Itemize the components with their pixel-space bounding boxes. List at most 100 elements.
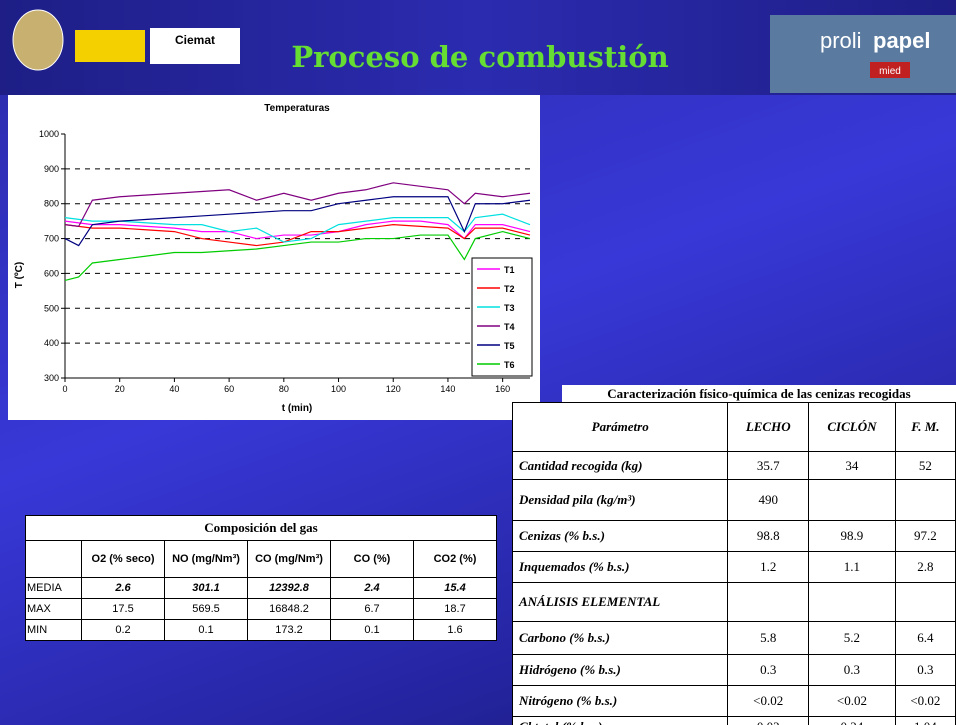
data-line <box>64 182 531 228</box>
crest-logo <box>12 9 64 71</box>
value-cell: 569.5 <box>164 598 248 620</box>
value-cell: 0.02 <box>727 716 810 725</box>
ash-table: Parámetro LECHO CICLÓN F. M. Cantidad recogi… <box>511 402 956 725</box>
row-label: Carbono (% b.s.) <box>511 621 729 655</box>
value-cell: 301.1 <box>164 577 248 599</box>
y-tick-label: 900 <box>44 164 59 174</box>
data-row: MEDIA 2.6 301.1 12392.8 2.4 15.4 <box>25 577 497 599</box>
data-row: Cenizas (% b.s.) 98.8 98.9 97.2 <box>511 520 956 552</box>
row-label: Densidad pila (kg/m³) <box>511 479 729 521</box>
column-header: NO (mg/Nm³) <box>164 540 248 578</box>
column-header: CO (mg/Nm³) <box>247 540 331 578</box>
value-cell: 15.4 <box>413 577 497 599</box>
value-cell: 6.4 <box>894 621 956 655</box>
row-label: MEDIA <box>25 577 82 599</box>
row-label: Cenizas (% b.s.) <box>511 520 729 552</box>
value-cell: 2.8 <box>894 551 956 583</box>
y-axis-label: T (ºC) <box>14 262 25 288</box>
value-cell: 1.6 <box>413 619 497 641</box>
value-cell: 2.4 <box>330 577 414 599</box>
logos: Ciemat proli papel mied <box>12 9 956 93</box>
value-cell <box>894 479 956 521</box>
data-row: MAX 17.5 569.5 16848.2 6.7 18.7 <box>25 598 497 620</box>
value-cell: 16848.2 <box>247 598 331 620</box>
y-tick-label: 300 <box>44 373 59 383</box>
ash-table-title: Caracterización físico-química de las ce… <box>562 385 956 403</box>
value-cell: <0.02 <box>808 685 896 717</box>
data-row: Densidad pila (kg/m³) 490 <box>511 479 956 521</box>
x-tick-label: 60 <box>224 384 234 394</box>
row-label: ANÁLISIS ELEMENTAL <box>511 582 729 622</box>
column-header: O2 (% seco) <box>81 540 165 578</box>
row-label: Hidrógeno (% b.s.) <box>511 654 729 686</box>
value-cell: 17.5 <box>81 598 165 620</box>
x-tick-label: 80 <box>279 384 289 394</box>
header: Ciemat proli papel mied Proceso de combu… <box>0 0 956 95</box>
row-label: MAX <box>25 598 82 620</box>
y-tick-label: 600 <box>44 268 59 278</box>
gas-table: Composición del gas O2 (% seco) NO (mg/Nm³… <box>25 515 497 641</box>
x-tick-label: 40 <box>169 384 179 394</box>
legend-label: T5 <box>504 341 515 351</box>
value-cell <box>808 582 896 622</box>
data-row: Cl total (% b.s.)0.020.241.04 <box>511 716 956 725</box>
value-cell: 1.04 <box>894 716 956 725</box>
value-cell: 0.1 <box>164 619 248 641</box>
row-label: Nitrógeno (% b.s.) <box>511 685 729 717</box>
column-header: F. M. <box>894 402 956 452</box>
column-header: CICLÓN <box>808 402 896 452</box>
value-cell: 97.2 <box>894 520 956 552</box>
legend-label: T1 <box>504 265 515 275</box>
value-cell <box>727 582 810 622</box>
value-cell: 98.9 <box>808 520 896 552</box>
title-row: Composición del gas <box>25 515 497 541</box>
column-header: CO (%) <box>330 540 414 578</box>
value-cell: 173.2 <box>247 619 331 641</box>
ciemat-logo <box>150 28 240 64</box>
value-cell: 2.6 <box>81 577 165 599</box>
value-cell: 0.2 <box>81 619 165 641</box>
value-cell <box>808 479 896 521</box>
value-cell: 12392.8 <box>247 577 331 599</box>
x-tick-label: 100 <box>331 384 346 394</box>
value-cell: 0.3 <box>894 654 956 686</box>
ciemat-text: Ciemat <box>175 33 215 47</box>
value-cell <box>894 582 956 622</box>
chart: Temperaturas t (min) T (ºC) 300400500600… <box>8 95 540 420</box>
value-cell: <0.02 <box>727 685 810 717</box>
row-label: MIN <box>25 619 82 641</box>
row-label: Inquemados (% b.s.) <box>511 551 729 583</box>
slide-title: Proceso de combustión <box>291 40 669 74</box>
y-tick-label: 700 <box>44 234 59 244</box>
value-cell: 5.8 <box>727 621 810 655</box>
value-cell: 0.24 <box>808 716 896 725</box>
corner-cell <box>25 540 82 578</box>
data-line <box>64 196 531 247</box>
y-tick-label: 1000 <box>39 129 59 139</box>
column-header: CO2 (%) <box>413 540 497 578</box>
legend-label: T2 <box>504 284 515 294</box>
column-header: LECHO <box>727 402 810 452</box>
row-label: Cantidad recogida (kg) <box>511 451 729 480</box>
y-tick-label: 500 <box>44 303 59 313</box>
ministry-logo <box>75 30 145 62</box>
papel-text: papel <box>873 28 930 53</box>
data-row: ANÁLISIS ELEMENTAL <box>511 582 956 622</box>
x-tick-label: 0 <box>62 384 67 394</box>
value-cell: 1.2 <box>727 551 810 583</box>
data-line <box>64 224 531 247</box>
value-cell: 52 <box>894 451 956 480</box>
value-cell: 34 <box>808 451 896 480</box>
value-cell: 0.3 <box>727 654 810 686</box>
data-row: Inquemados (% b.s.) 1.2 1.1 2.8 <box>511 551 956 583</box>
value-cell: 18.7 <box>413 598 497 620</box>
data-line <box>64 230 531 281</box>
value-cell: 35.7 <box>727 451 810 480</box>
data-row: Nitrógeno (% b.s.) <0.02 <0.02 <0.02 <box>511 685 956 717</box>
prolipapel-logo <box>770 15 956 93</box>
value-cell: 98.8 <box>727 520 810 552</box>
x-tick-label: 120 <box>386 384 401 394</box>
y-tick-label: 800 <box>44 199 59 209</box>
chart-title: Temperaturas <box>264 103 330 114</box>
column-header: Parámetro <box>511 402 729 452</box>
